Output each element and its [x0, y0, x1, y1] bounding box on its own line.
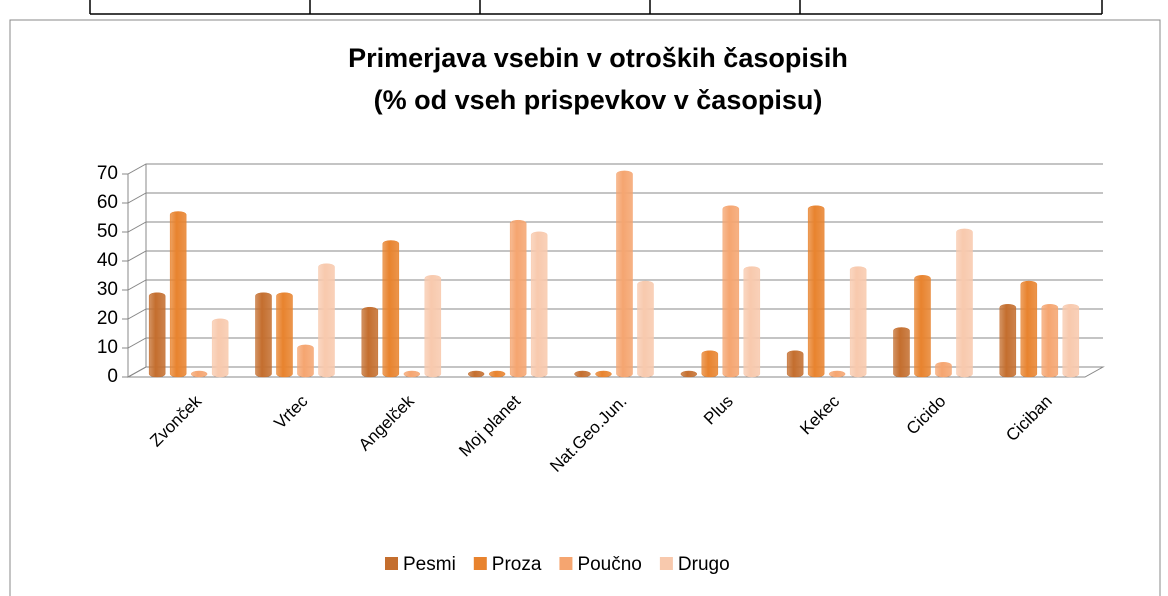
bar [893, 327, 910, 378]
bar [722, 205, 740, 378]
bar [1041, 304, 1059, 378]
bar [467, 370, 485, 378]
bar [169, 211, 187, 378]
bar [935, 362, 952, 378]
chart-title: Primerjava vsebin v otroških časopisih [348, 43, 848, 73]
x-tick-label: Kekec [796, 391, 843, 438]
bar [956, 228, 973, 378]
legend-swatch [659, 557, 673, 570]
grid-line [122, 250, 1103, 262]
legend-label: Proza [492, 554, 542, 575]
bar [701, 350, 719, 378]
y-tick-label: 60 [97, 192, 118, 213]
bar [807, 205, 825, 378]
bar [743, 266, 761, 378]
legend-swatch [385, 557, 398, 570]
x-tick-label: Plus [700, 392, 737, 429]
legend-swatch [559, 557, 573, 570]
legend-label: Poučno [577, 554, 641, 575]
x-tick-label: Vrtec [270, 391, 311, 432]
y-tick-label: 40 [97, 250, 118, 271]
legend-label: Pesmi [403, 554, 456, 575]
bar [1020, 280, 1038, 378]
bar [509, 219, 527, 378]
bar [849, 266, 867, 378]
bar [595, 370, 612, 378]
bar [297, 344, 314, 378]
bar [190, 370, 208, 378]
table-fragment [89, 0, 1103, 15]
y-tick-label: 0 [107, 366, 118, 387]
grid-line [122, 192, 1103, 204]
bar [999, 304, 1017, 378]
legend-swatch [473, 557, 487, 570]
bar [403, 370, 421, 378]
x-tick-label: Cicido [903, 392, 950, 439]
bar [530, 231, 548, 378]
bar [616, 170, 633, 378]
x-tick-label: Zvonček [146, 391, 205, 450]
grid-line [122, 279, 1103, 291]
bar [637, 280, 654, 378]
bar [828, 370, 846, 378]
bar [488, 370, 506, 378]
x-tick-label: Moj planet [455, 391, 524, 460]
grid-line [122, 163, 1103, 175]
bar [1062, 304, 1080, 378]
bar [211, 318, 229, 378]
bar [914, 275, 931, 378]
legend-label: Drugo [678, 554, 730, 575]
grid-line [122, 221, 1103, 233]
bar [148, 292, 166, 378]
y-tick-label: 70 [97, 163, 118, 184]
y-tick-label: 50 [97, 221, 118, 242]
x-tick-label: Ciciban [1002, 392, 1056, 446]
y-tick-label: 10 [97, 337, 118, 358]
y-tick-label: 20 [97, 308, 118, 329]
bar [255, 292, 272, 378]
bar [574, 370, 591, 378]
x-tick-label: Nat.Geo.Jun. [546, 392, 630, 476]
bar [786, 350, 804, 378]
bar [382, 240, 400, 378]
chart-frame [9, 19, 1161, 596]
axis-wall [127, 164, 147, 378]
bar [424, 275, 442, 378]
bar [361, 306, 379, 378]
y-tick-label: 30 [97, 279, 118, 300]
chart-subtitle: (% od vseh prispevkov v časopisu) [374, 85, 823, 115]
bar [680, 370, 698, 378]
bar [318, 263, 335, 378]
x-tick-label: Angelček [355, 391, 418, 454]
bar [276, 292, 293, 378]
